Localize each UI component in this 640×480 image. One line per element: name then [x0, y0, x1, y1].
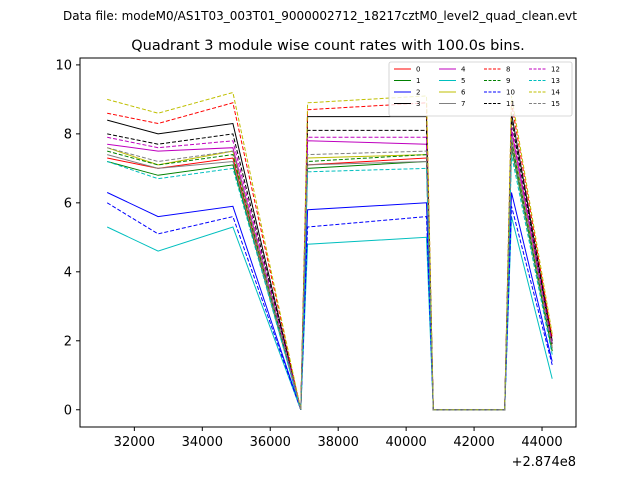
- legend-label: 5: [461, 77, 465, 85]
- x-offset-label: +2.874e8: [512, 455, 576, 470]
- y-tick-label: 10: [55, 58, 72, 73]
- plot-area: [106, 91, 553, 411]
- y-tick-label: 0: [64, 403, 72, 418]
- legend-label: 7: [461, 100, 465, 108]
- legend-box: [388, 61, 573, 117]
- y-tick-label: 6: [64, 196, 72, 211]
- x-tick-label: 32000: [114, 435, 155, 450]
- x-tick-label: 38000: [318, 435, 359, 450]
- legend-label: 1: [416, 77, 420, 85]
- legend-label: 15: [551, 100, 560, 108]
- series-line-14: [107, 91, 553, 411]
- y-tick-label: 2: [64, 334, 72, 349]
- legend-label: 2: [416, 89, 420, 97]
- legend-label: 4: [461, 66, 466, 74]
- legend-label: 0: [416, 66, 420, 74]
- legend-label: 8: [506, 66, 510, 74]
- plot-frame: [79, 57, 577, 428]
- legend-label: 11: [506, 100, 515, 108]
- legend-label: 10: [506, 89, 515, 97]
- legend-label: 6: [461, 89, 466, 97]
- chart-title: Quadrant 3 module wise count rates with …: [131, 38, 525, 54]
- legend-label: 13: [551, 77, 560, 85]
- x-tick-label: 36000: [250, 435, 291, 450]
- x-tick-label: 40000: [385, 435, 426, 450]
- y-tick-label: 4: [64, 265, 72, 280]
- series-line-10: [106, 202, 553, 411]
- x-tick-label: 34000: [182, 435, 223, 450]
- legend-label: 14: [551, 89, 560, 97]
- x-tick-label: 42000: [453, 435, 494, 450]
- x-tick-label: 44000: [521, 435, 562, 450]
- series-line-15: [107, 137, 553, 411]
- legend-label: 3: [416, 100, 420, 108]
- legend-label: 12: [551, 66, 560, 74]
- y-tick-label: 8: [64, 127, 72, 142]
- chart-suptitle: Data file: modeM0/AS1T03_003T01_90000027…: [63, 9, 577, 23]
- legend-label: 9: [506, 77, 510, 85]
- axes: 32000 34000 36000 38000 40000 42000 44000 0 2 4 6 8…: [55, 58, 562, 450]
